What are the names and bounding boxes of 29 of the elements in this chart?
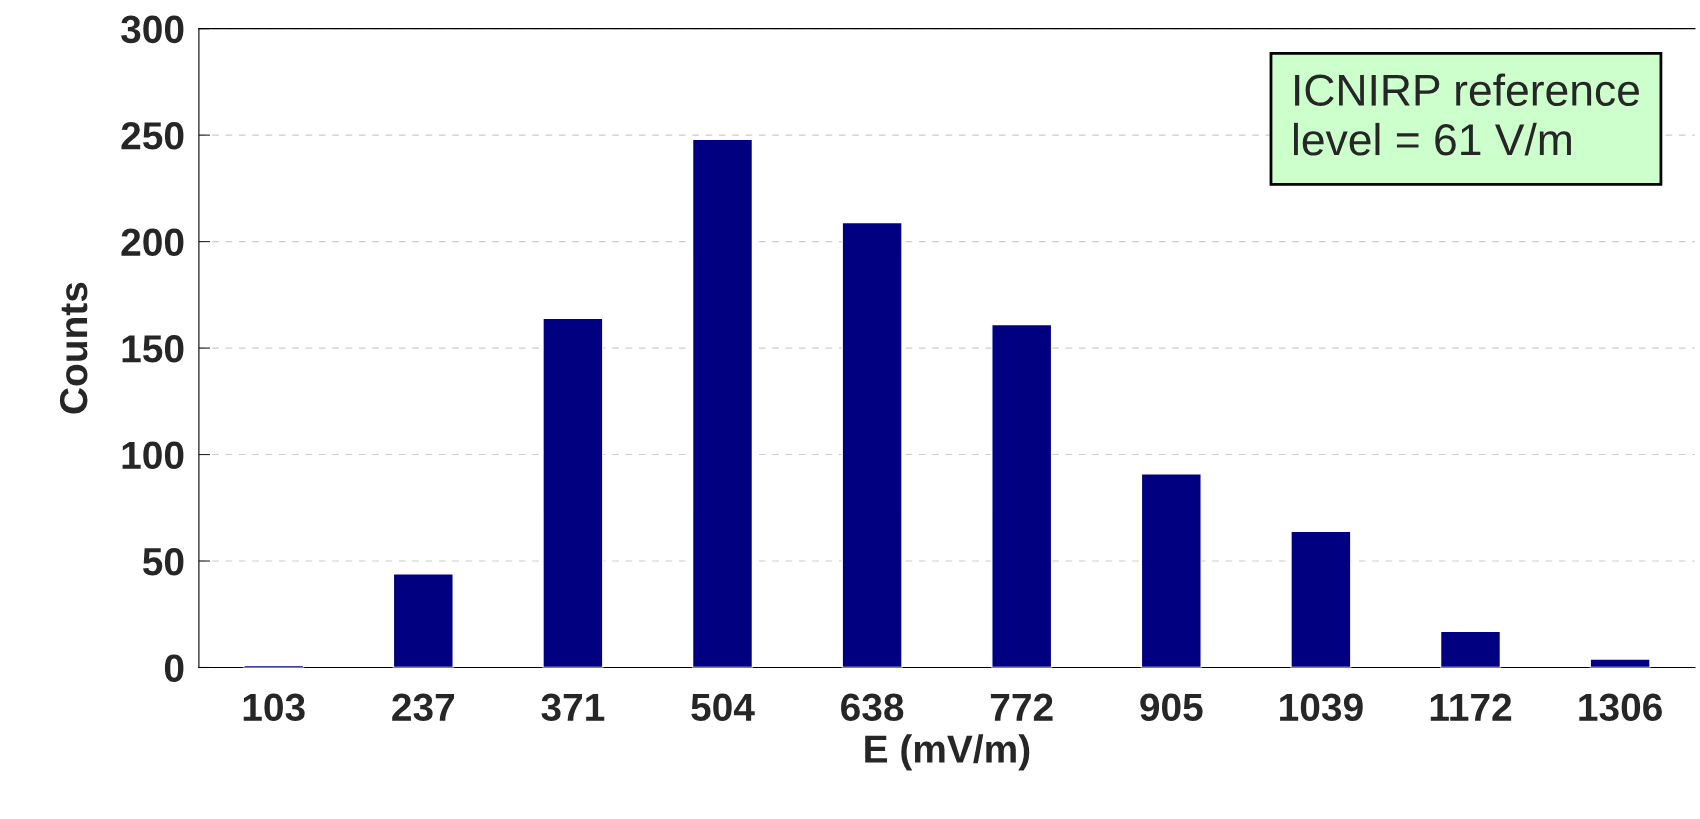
x-tick-label: 504: [691, 693, 755, 722]
x-tick-label: 905: [1140, 693, 1203, 722]
y-tick-label: 100: [122, 441, 184, 470]
bar: [691, 138, 754, 668]
x-tick-label: 1172: [1430, 693, 1512, 721]
x-tick-label: 772: [990, 693, 1053, 721]
y-tick-label: 250: [121, 122, 184, 150]
bar: [1439, 630, 1502, 668]
x-axis-title: E (mV/m): [865, 734, 1030, 771]
bar: [542, 317, 604, 668]
bar: [392, 573, 454, 668]
y-axis-title: Counts: [59, 282, 88, 414]
y-tick-label: 50: [142, 547, 184, 576]
y-tick-label: 0: [164, 654, 184, 682]
x-tick-label: 638: [841, 693, 904, 722]
annotation: ICNIRP reference level = 61 V/m: [1293, 73, 1639, 156]
bar: [1140, 473, 1202, 668]
y-tick-label: 150: [122, 335, 184, 363]
y-tick-label: 300: [121, 15, 184, 44]
x-tick-label: 237: [392, 693, 455, 722]
bar: [991, 323, 1053, 668]
bar: [1589, 658, 1651, 668]
bar: [1290, 530, 1352, 668]
y-tick-label: 200: [121, 228, 184, 257]
x-tick-label: 103: [243, 693, 305, 722]
x-tick-label: 1039: [1280, 693, 1363, 722]
x-tick-label: 371: [541, 693, 605, 722]
x-tick-label: 1306: [1579, 693, 1662, 722]
bar: [841, 221, 903, 668]
